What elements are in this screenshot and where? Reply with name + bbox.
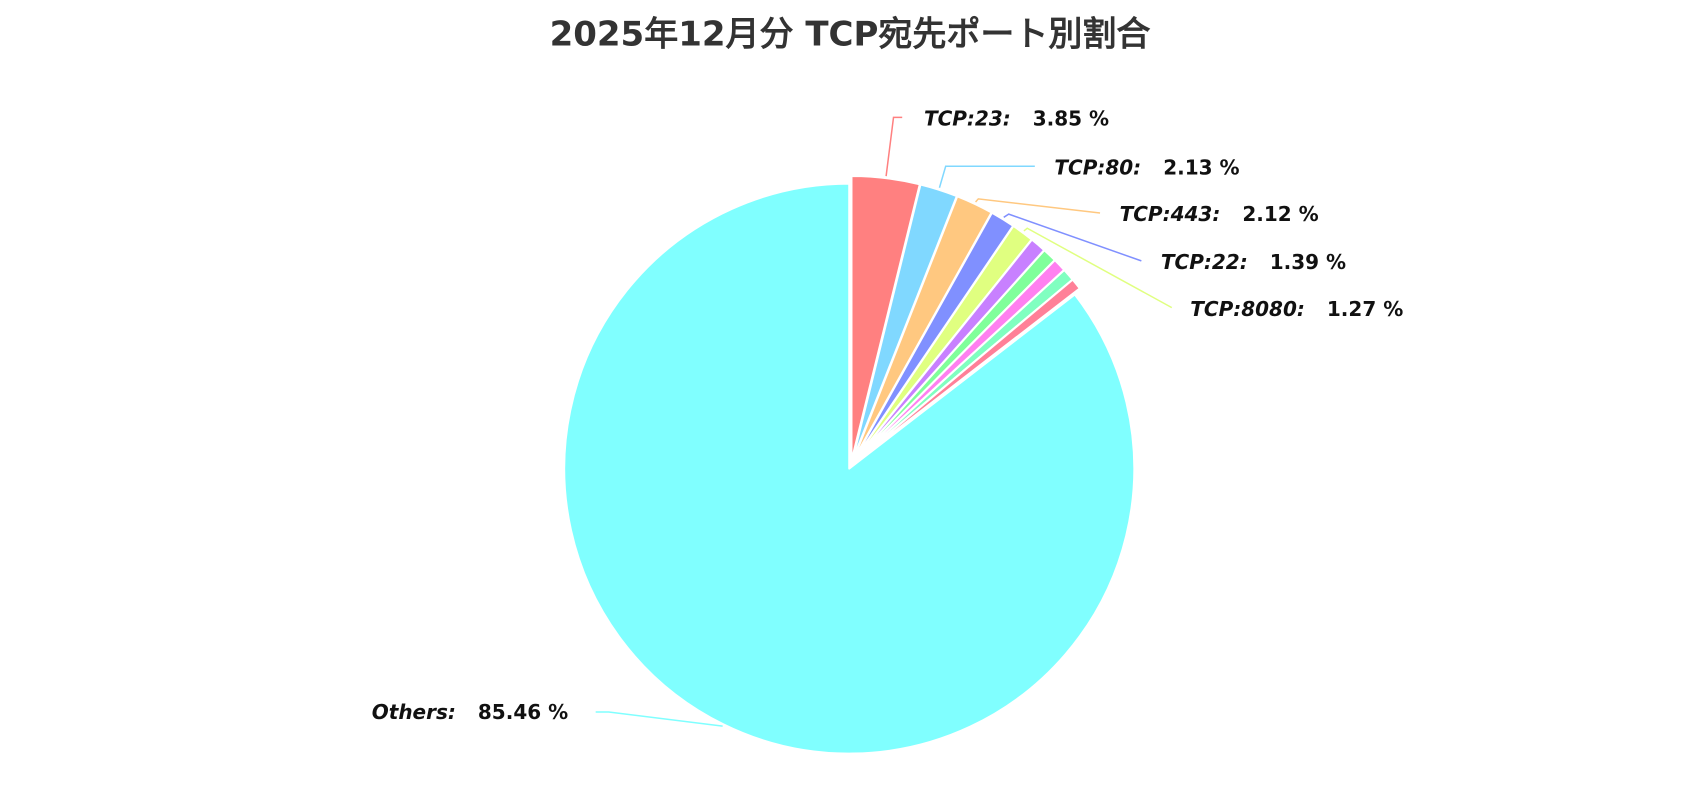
leader-line (885, 116, 903, 177)
slice-label: TCP:22: 1.39 % (1161, 250, 1346, 274)
slice-category: TCP:23: (924, 106, 1011, 130)
slice-label: TCP:8080: 1.27 % (1190, 296, 1403, 320)
slice-category: TCP:8080: (1190, 296, 1305, 320)
slice-label: TCP:80: 2.13 % (1054, 155, 1239, 179)
leader-line (975, 198, 1101, 214)
leader-line (1003, 213, 1142, 262)
slice-value-label: 85.46 % (478, 700, 568, 724)
slice-value-label: 2.12 % (1242, 202, 1318, 226)
chart-title: 2025年12月分 TCP宛先ポート別割合 (550, 15, 1151, 55)
slice-category: Others: (372, 700, 456, 724)
pie-slice (563, 182, 1136, 755)
slice-category: TCP:80: (1054, 155, 1141, 179)
slice-label: Others: 85.46 % (372, 700, 568, 724)
slice-value-label: 2.13 % (1163, 155, 1239, 179)
slice-value-label: 1.27 % (1327, 296, 1403, 320)
slice-value-label: 3.85 % (1033, 106, 1109, 130)
slice-category: TCP:22: (1161, 250, 1248, 274)
leader-line (1023, 227, 1173, 309)
slice-label: TCP:23: 3.85 % (924, 106, 1109, 130)
pie-slice (853, 278, 1081, 464)
slice-value-label: 1.39 % (1270, 250, 1346, 274)
slice-category: TCP:443: (1120, 202, 1221, 226)
slice-label: TCP:443: 2.12 % (1120, 202, 1319, 226)
leader-line (938, 165, 1035, 188)
leader-line (595, 711, 723, 727)
